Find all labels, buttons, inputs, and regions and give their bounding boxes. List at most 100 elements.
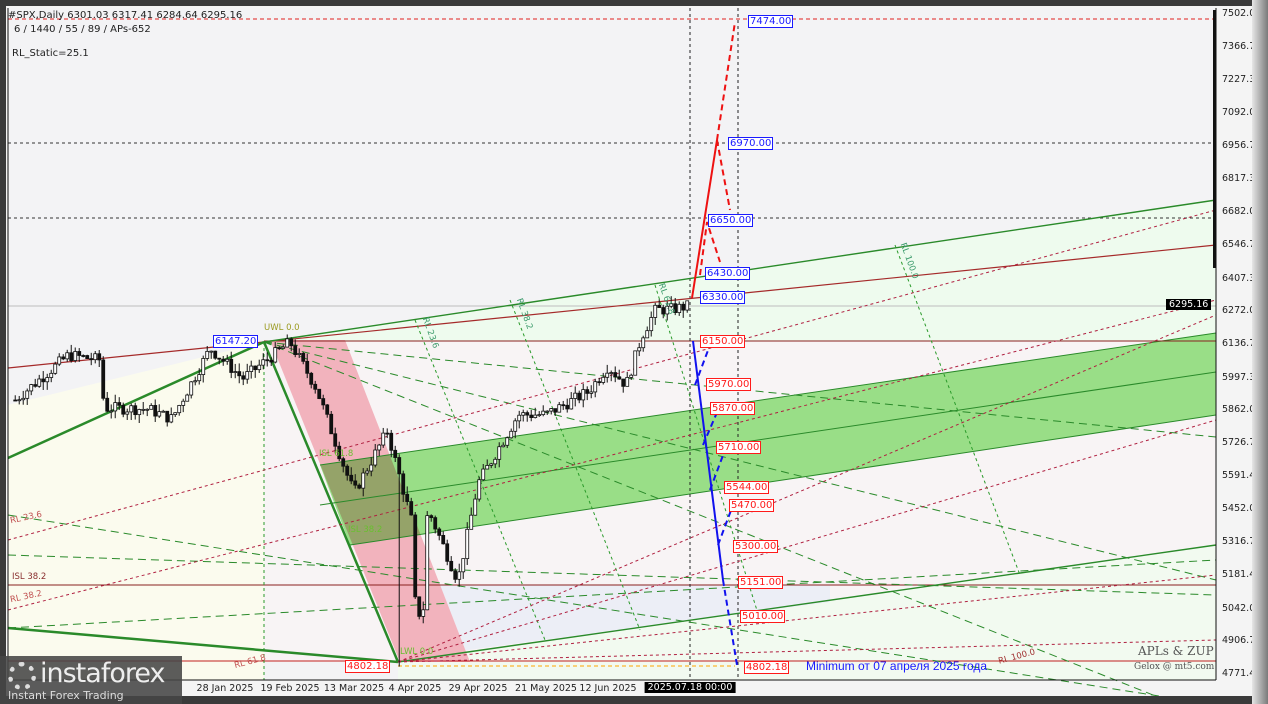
candle: [73, 351, 78, 361]
candle: [649, 317, 654, 332]
chart-window[interactable]: #SPX,Daily 6301.03 6317.41 6284.64 6295.…: [6, 6, 1261, 696]
candle: [49, 372, 54, 378]
candle: [85, 355, 90, 359]
isl-38-2-left-label: ISL 38.2: [12, 572, 47, 582]
fib-diagonal-line: [509, 299, 641, 631]
candle: [569, 398, 574, 410]
price-tick: 6817.32: [1222, 173, 1262, 185]
price-tick: 7227.32: [1222, 74, 1262, 86]
candle: [477, 479, 482, 500]
forecast-level-6970-00: 6970.00: [728, 136, 774, 150]
candle: [433, 517, 438, 530]
candle: [461, 558, 466, 573]
candle: [17, 399, 22, 402]
candle: [293, 345, 298, 355]
lower-green-trend-line: [397, 544, 1217, 663]
bearish-forecast-dashed: [702, 409, 719, 446]
price-tick: 4771.42: [1222, 668, 1262, 679]
candle: [333, 433, 338, 447]
candle: [161, 410, 166, 413]
forecast-level-6650-00: 6650.00: [708, 213, 754, 227]
candle: [273, 347, 278, 363]
candle: [589, 391, 594, 394]
candle: [445, 543, 450, 562]
forecast-level-5470-00: 5470.00: [729, 499, 775, 513]
candle: [57, 356, 62, 365]
price-tick: 6546.72: [1222, 238, 1262, 250]
channel-bottom-line: [349, 414, 1217, 546]
candle: [441, 534, 446, 545]
candle: [325, 404, 330, 415]
forecast-level-5151-00: 5151.00: [738, 576, 784, 590]
candle: [189, 381, 194, 396]
candle: [625, 377, 630, 387]
candle: [609, 372, 614, 374]
price-tick: 7366.72: [1222, 40, 1262, 52]
candle: [345, 465, 350, 476]
candle: [369, 464, 374, 472]
candle: [313, 383, 318, 390]
candle: [501, 444, 506, 448]
candle: [401, 473, 406, 495]
candle: [565, 404, 570, 410]
candle: [661, 307, 666, 315]
candle: [241, 375, 246, 380]
lower-left-wave-line: [7, 626, 399, 664]
candle: [65, 352, 70, 360]
candle: [593, 381, 598, 393]
candle: [261, 359, 266, 366]
time-tick: 12 Jun 2025: [579, 683, 637, 694]
bullish-forecast-dashed: [699, 221, 721, 276]
candle: [537, 414, 542, 417]
window-edge: [1252, 0, 1268, 704]
candle: [665, 305, 670, 315]
candle: [281, 346, 286, 349]
price-tick: 6272.02: [1222, 305, 1262, 317]
candle: [285, 338, 290, 348]
symbol-header: #SPX,Daily 6301.03 6317.41 6284.64 6295.…: [8, 10, 243, 21]
forecast-level-5870-00: 5870.00: [710, 402, 756, 416]
candle: [93, 353, 98, 361]
candle: [581, 389, 586, 401]
candle: [621, 378, 626, 387]
candle: [141, 408, 146, 411]
candle: [585, 389, 590, 394]
uwl-label: UWL 0.0: [264, 323, 300, 333]
bearish-forecast-dashed: [722, 579, 738, 666]
candle: [553, 408, 558, 413]
candle: [201, 358, 206, 376]
candle: [677, 303, 682, 313]
candle: [233, 371, 238, 373]
green-fan-line: [7, 514, 1162, 696]
candle: [289, 338, 294, 347]
candle: [685, 300, 690, 311]
forecast-level-5544-00: 5544.00: [724, 481, 770, 495]
logo-tagline: Instant Forex Trading: [8, 689, 124, 702]
candle: [153, 405, 158, 417]
price-tick: 5997.32: [1222, 371, 1262, 383]
candle: [373, 449, 378, 466]
candle: [425, 515, 430, 611]
candle: [97, 353, 102, 361]
candle: [197, 374, 202, 382]
time-tick: 13 Mar 2025: [323, 683, 385, 694]
green-fan-line: [263, 341, 1217, 438]
forecast-level-4802-18: 4802.18: [744, 660, 790, 674]
cream-zone: [8, 342, 264, 680]
candle: [453, 570, 458, 580]
candle: [365, 470, 370, 474]
logo-name: instaforex: [40, 658, 165, 689]
candle: [101, 359, 106, 399]
red-trend-line: [7, 244, 1217, 369]
bearish-forecast-dashed: [709, 449, 726, 491]
candle: [541, 410, 546, 416]
candle: [329, 413, 334, 435]
lwl-label: LWL 0.0: [400, 647, 434, 657]
current-price-tag: 6295.16: [1166, 298, 1212, 310]
candle: [393, 449, 398, 458]
forecast-level-5300-00: 5300.00: [733, 540, 779, 554]
price-chart[interactable]: [6, 6, 1256, 696]
candle: [133, 405, 138, 416]
candle: [277, 347, 282, 350]
price-tick: 4906.72: [1222, 635, 1262, 647]
